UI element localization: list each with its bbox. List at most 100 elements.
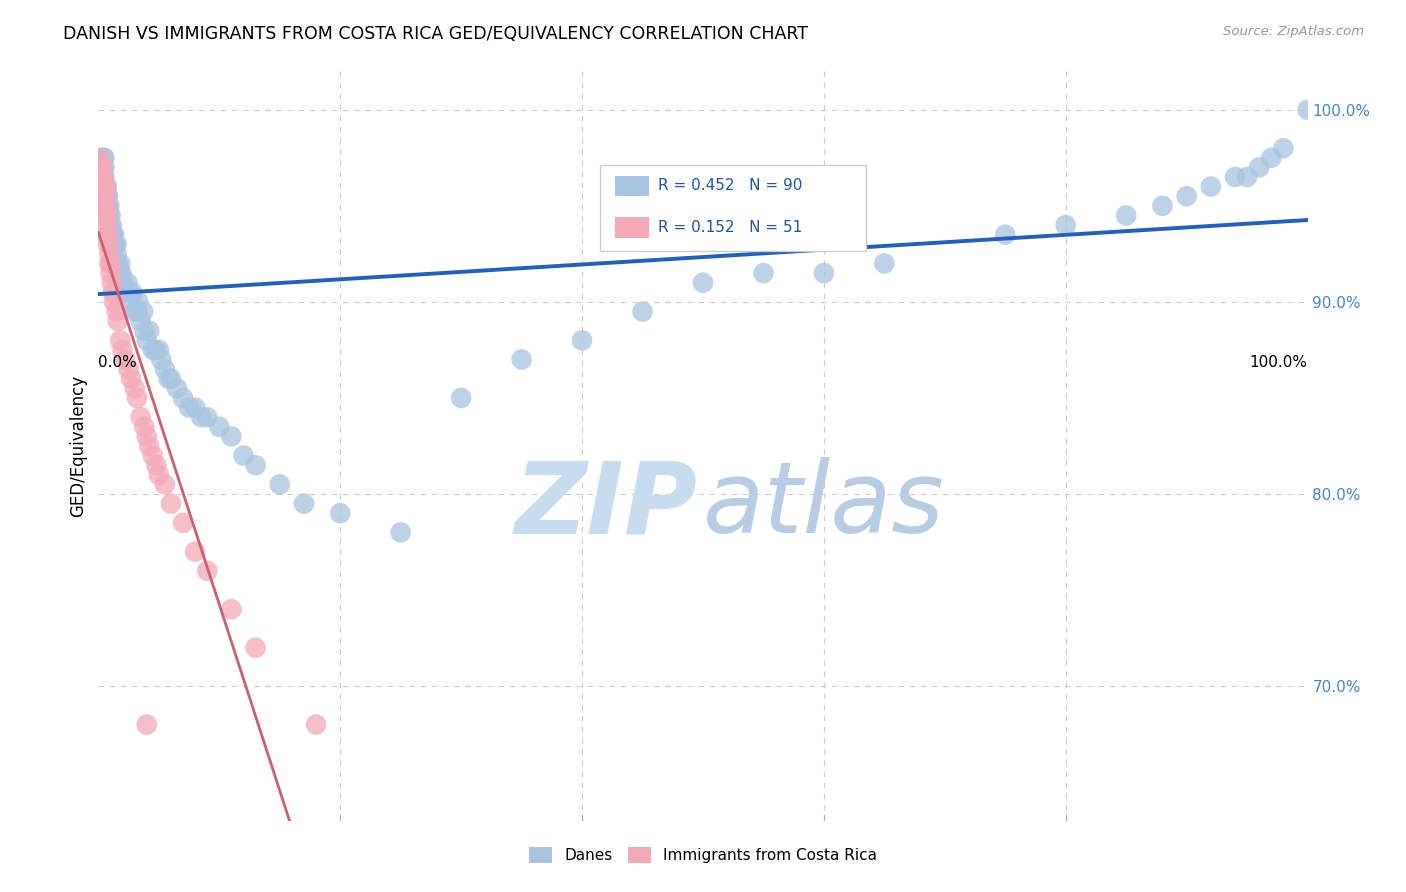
Point — [1175, 189, 1198, 203]
Point — [245, 458, 267, 473]
Point — [172, 391, 194, 405]
Point — [91, 161, 114, 175]
Point — [94, 199, 117, 213]
Point — [100, 218, 122, 232]
Point — [91, 161, 114, 175]
Point — [108, 266, 131, 280]
Point — [127, 294, 149, 309]
Point — [93, 161, 115, 175]
Point — [100, 227, 122, 242]
Point — [105, 237, 128, 252]
Point — [91, 169, 114, 184]
Point — [111, 276, 134, 290]
Point — [143, 343, 166, 357]
Point — [94, 179, 117, 194]
Point — [96, 189, 118, 203]
Point — [127, 391, 149, 405]
Point — [135, 717, 157, 731]
Point — [135, 334, 157, 348]
Point — [129, 410, 152, 425]
Point — [150, 352, 173, 367]
Point — [101, 285, 124, 300]
Point — [148, 467, 170, 482]
Point — [96, 179, 118, 194]
Point — [97, 237, 120, 252]
Point — [105, 247, 128, 261]
Point — [108, 334, 131, 348]
Point — [1236, 169, 1258, 184]
Point — [245, 640, 267, 655]
Point — [121, 285, 143, 300]
Point — [93, 189, 115, 203]
Point — [89, 189, 111, 203]
Point — [148, 343, 170, 357]
Point — [813, 266, 835, 280]
Point — [232, 449, 254, 463]
Point — [166, 381, 188, 395]
Point — [94, 189, 117, 203]
Point — [120, 294, 142, 309]
Point — [292, 497, 315, 511]
Point — [100, 276, 122, 290]
Point — [129, 314, 152, 328]
Point — [117, 276, 139, 290]
Point — [135, 429, 157, 443]
Point — [96, 199, 118, 213]
Bar — [614, 217, 648, 237]
Point — [96, 218, 118, 232]
Point — [752, 266, 775, 280]
Point — [90, 161, 112, 175]
Point — [93, 199, 115, 213]
Point — [329, 506, 352, 520]
Point — [160, 497, 183, 511]
Point — [96, 227, 118, 242]
Point — [184, 401, 207, 415]
Point — [105, 304, 128, 318]
Point — [120, 372, 142, 386]
Point — [103, 237, 125, 252]
Point — [98, 199, 121, 213]
Text: ZIP: ZIP — [515, 458, 697, 555]
Text: DANISH VS IMMIGRANTS FROM COSTA RICA GED/EQUIVALENCY CORRELATION CHART: DANISH VS IMMIGRANTS FROM COSTA RICA GED… — [63, 25, 808, 43]
Point — [1260, 151, 1282, 165]
Point — [93, 151, 115, 165]
Point — [631, 304, 654, 318]
Point — [221, 602, 243, 616]
Point — [103, 294, 125, 309]
Point — [91, 189, 114, 203]
Point — [97, 209, 120, 223]
Point — [101, 227, 124, 242]
Point — [98, 247, 121, 261]
Point — [107, 314, 129, 328]
Point — [127, 304, 149, 318]
Point — [134, 419, 156, 434]
Point — [118, 362, 141, 376]
Point — [100, 266, 122, 280]
Point — [110, 266, 132, 280]
Point — [145, 458, 167, 473]
Point — [1152, 199, 1174, 213]
Point — [1296, 103, 1319, 117]
Point — [111, 343, 134, 357]
Point — [1054, 218, 1077, 232]
Bar — [614, 176, 648, 196]
Point — [94, 209, 117, 223]
Point — [124, 381, 146, 395]
Point — [305, 717, 328, 731]
Point — [107, 256, 129, 270]
Point — [91, 179, 114, 194]
Point — [97, 227, 120, 242]
Point — [873, 256, 896, 270]
Point — [90, 179, 112, 194]
Point — [114, 285, 136, 300]
Point — [172, 516, 194, 530]
Point — [195, 564, 218, 578]
Text: R = 0.452   N = 90: R = 0.452 N = 90 — [658, 178, 803, 194]
Legend: Danes, Immigrants from Costa Rica: Danes, Immigrants from Costa Rica — [523, 841, 883, 869]
Point — [91, 179, 114, 194]
Point — [98, 209, 121, 223]
Point — [97, 199, 120, 213]
Point — [142, 343, 165, 357]
Point — [1223, 169, 1246, 184]
Point — [91, 169, 114, 184]
